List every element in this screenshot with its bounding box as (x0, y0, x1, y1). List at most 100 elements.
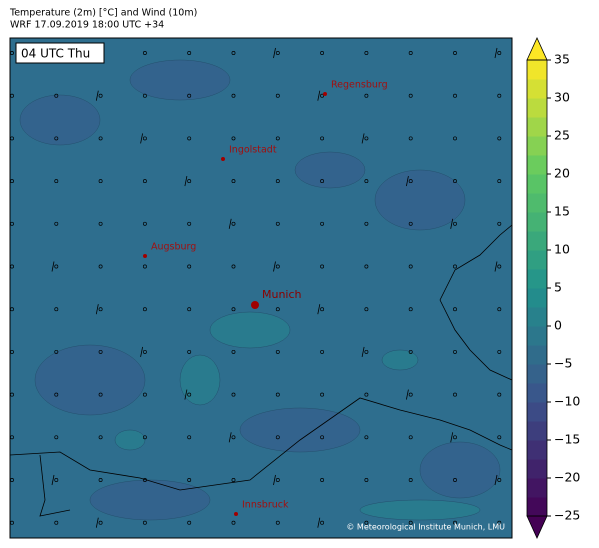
wind-barb (494, 47, 498, 59)
station (142, 392, 147, 397)
station (497, 221, 502, 226)
wind-barb (494, 261, 498, 272)
wind-barb (361, 133, 365, 144)
title: Temperature (2m) [°C] and Wind (10m) (9, 8, 197, 19)
station (98, 349, 103, 354)
station (364, 349, 369, 354)
station (320, 93, 325, 98)
colorbar-band (527, 307, 547, 327)
station (497, 520, 502, 525)
station (408, 435, 413, 440)
station (142, 264, 147, 269)
station (187, 179, 192, 184)
station (408, 392, 413, 397)
station (231, 93, 236, 98)
city-label: Regensburg (331, 80, 388, 91)
city-dot (234, 512, 238, 516)
colorbar-band (527, 364, 547, 384)
wind-barb (95, 304, 99, 315)
station (54, 93, 59, 98)
station (320, 435, 325, 440)
border (10, 397, 512, 491)
colorbar-band (527, 497, 547, 517)
station (408, 136, 413, 141)
station (275, 520, 280, 525)
station (364, 435, 369, 440)
border (439, 299, 512, 381)
city-label: Augsburg (151, 242, 196, 253)
station (187, 307, 192, 312)
colorbar-band (527, 79, 547, 99)
colorbar-band (527, 269, 547, 289)
station (320, 392, 325, 397)
station (320, 307, 325, 312)
colorbar-tick-label: −10 (554, 394, 580, 409)
station (98, 307, 103, 312)
city-dot (143, 254, 147, 258)
station (497, 349, 502, 354)
station (142, 179, 147, 184)
station (231, 435, 236, 440)
colorbar-band (527, 345, 547, 365)
wind-barb (361, 346, 365, 357)
station (54, 221, 59, 226)
station (497, 307, 502, 312)
station (453, 221, 457, 226)
colorbar-tick-label: 35 (554, 52, 570, 67)
colorbar-tick-label: −25 (554, 508, 580, 523)
colorbar-tick-label: 15 (554, 204, 570, 219)
border (439, 224, 512, 301)
station (275, 392, 280, 397)
colorbar-tick-label: −20 (554, 470, 580, 485)
station (275, 307, 280, 312)
wind-barb (273, 47, 276, 59)
cities: Regensburg Ingolstadt Augsburg Munich Innsbr… (143, 80, 388, 516)
station (408, 307, 413, 312)
colorbar-tick-label: 10 (554, 242, 570, 257)
station (364, 221, 369, 226)
station (187, 478, 192, 482)
wind-barb (51, 261, 55, 272)
station (275, 51, 280, 55)
station (453, 307, 457, 312)
station (497, 478, 502, 482)
colorbar-band (527, 117, 547, 137)
colorbar-band (527, 98, 547, 118)
station (364, 93, 369, 98)
station (497, 93, 502, 98)
station (231, 349, 236, 354)
station (408, 520, 413, 525)
station (187, 221, 192, 226)
station (453, 136, 457, 141)
station (364, 51, 369, 55)
station (142, 349, 147, 354)
station (187, 93, 192, 98)
border (39, 454, 71, 517)
station (98, 264, 103, 269)
wind-barb (228, 218, 232, 229)
time-label: 04 UTC Thu (21, 47, 90, 61)
colorbar-tick-label: 5 (554, 280, 562, 295)
station (54, 136, 59, 141)
wind-barb (317, 517, 321, 528)
station (275, 179, 280, 184)
station (453, 179, 457, 184)
station (453, 392, 457, 397)
wind-barb (95, 90, 99, 101)
wind-barb (317, 90, 321, 101)
colorbar-tick-label: −5 (554, 356, 572, 371)
colorbar-tick-label: 30 (554, 90, 570, 105)
station (275, 93, 280, 98)
station (364, 307, 369, 312)
station (364, 520, 369, 525)
station (142, 307, 147, 312)
station (320, 51, 325, 55)
colorbar-band (527, 231, 547, 251)
station (231, 51, 236, 55)
station (453, 51, 457, 55)
station (497, 392, 502, 397)
wind-barb (494, 474, 498, 486)
subtitle: WRF 17.09.2019 18:00 UTC +34 (10, 20, 164, 31)
colorbar-band (527, 440, 547, 460)
colorbar-band (527, 421, 547, 441)
